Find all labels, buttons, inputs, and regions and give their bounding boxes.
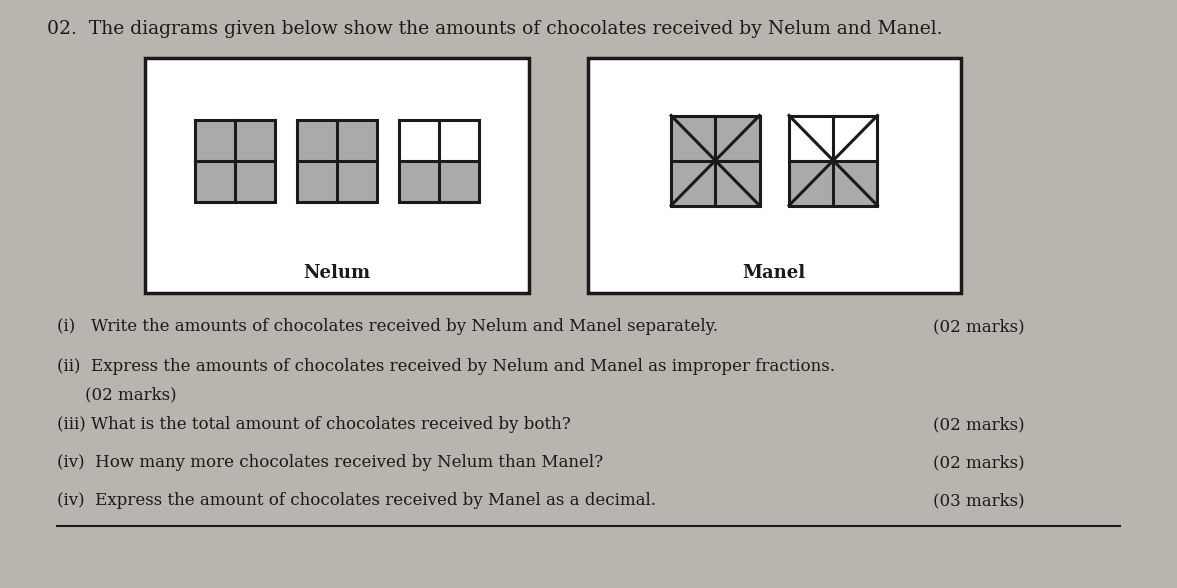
Bar (194, 119, 235, 161)
Bar (399, 161, 439, 202)
Bar (194, 161, 235, 202)
Text: Nelum: Nelum (304, 264, 371, 282)
Bar (297, 119, 378, 202)
Polygon shape (716, 161, 759, 205)
Polygon shape (789, 161, 833, 205)
Text: (iv)  How many more chocolates received by Nelum than Manel?: (iv) How many more chocolates received b… (56, 454, 603, 471)
Polygon shape (833, 115, 877, 161)
Polygon shape (833, 161, 877, 205)
Polygon shape (671, 161, 716, 205)
Text: (iii) What is the total amount of chocolates received by both?: (iii) What is the total amount of chocol… (56, 416, 571, 433)
Polygon shape (833, 161, 877, 205)
Bar (194, 119, 275, 202)
Text: (02 marks): (02 marks) (933, 454, 1025, 471)
Text: (03 marks): (03 marks) (933, 492, 1025, 509)
Polygon shape (716, 161, 759, 205)
Bar (235, 161, 275, 202)
Bar (399, 119, 479, 202)
Bar (297, 119, 337, 161)
Polygon shape (671, 115, 716, 161)
Text: (i)   Write the amounts of chocolates received by Nelum and Manel separately.: (i) Write the amounts of chocolates rece… (56, 318, 718, 335)
Polygon shape (671, 115, 716, 161)
Polygon shape (789, 115, 833, 161)
Bar (146, 58, 528, 293)
Bar (337, 161, 378, 202)
Text: (02 marks): (02 marks) (933, 416, 1025, 433)
Polygon shape (716, 115, 759, 161)
Text: (iv)  Express the amount of chocolates received by Manel as a decimal.: (iv) Express the amount of chocolates re… (56, 492, 656, 509)
Polygon shape (789, 161, 833, 205)
Polygon shape (833, 115, 877, 161)
Polygon shape (789, 115, 833, 161)
Bar (587, 58, 960, 293)
Text: (ii)  Express the amounts of chocolates received by Nelum and Manel as improper : (ii) Express the amounts of chocolates r… (56, 358, 834, 375)
Bar (789, 115, 877, 205)
Text: Manel: Manel (743, 264, 806, 282)
Bar (671, 115, 759, 205)
Bar (439, 161, 479, 202)
Bar (297, 161, 337, 202)
Polygon shape (671, 161, 716, 205)
Bar (337, 119, 378, 161)
Text: 02.  The diagrams given below show the amounts of chocolates received by Nelum a: 02. The diagrams given below show the am… (47, 20, 943, 38)
Text: (02 marks): (02 marks) (933, 318, 1025, 335)
Bar (235, 119, 275, 161)
Polygon shape (716, 115, 759, 161)
Text: (02 marks): (02 marks) (85, 386, 177, 403)
